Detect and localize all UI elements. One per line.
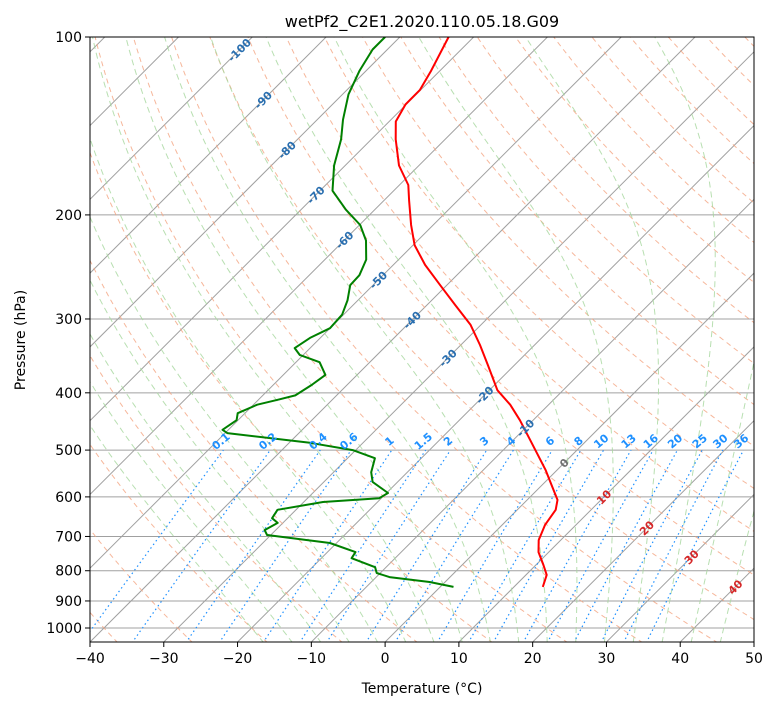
x-tick-label: −10 — [297, 651, 327, 667]
y-axis-label: Pressure (hPa) — [13, 290, 29, 390]
isotherm-line — [90, 37, 401, 348]
dry-adiabat-line — [209, 37, 754, 621]
axes: −40 −30 −20 −10 0 10 20 30 40 50 100 200 300 400 500 60… — [46, 30, 763, 667]
isotherm-line — [458, 346, 754, 642]
y-tick-label: 1000 — [46, 621, 82, 637]
plot-frame — [89, 36, 755, 643]
isotherm-line — [310, 198, 754, 642]
moist-adiabat-line — [90, 215, 379, 642]
moist-adiabat-line — [90, 380, 293, 642]
dry-adiabat-line — [476, 37, 754, 324]
moist-adiabat-line — [90, 136, 407, 642]
dry-adiabat-line — [323, 37, 754, 490]
isotherm-line — [531, 419, 754, 642]
dry-adiabat-line — [285, 37, 754, 532]
chart-title: wetPf2_C2E1.2020.110.05.18.G09 — [285, 12, 559, 32]
isotherm-line — [605, 493, 754, 642]
isotherm-line — [90, 37, 696, 642]
x-tick-label: −30 — [149, 651, 179, 667]
dry-adiabat-line — [90, 151, 493, 642]
moist-adiabat-line — [265, 37, 548, 642]
dry-adiabat-line — [132, 37, 643, 642]
y-tick-label: 300 — [55, 312, 82, 328]
plot-area — [90, 37, 754, 642]
moist-adiabat-line — [654, 37, 716, 642]
mixing-ratio-line — [394, 449, 514, 642]
moist-adiabat-line — [418, 37, 614, 642]
mixing-ratio-line — [326, 449, 451, 642]
x-tick-label: −40 — [75, 651, 105, 667]
mixing-ratio-line — [365, 449, 488, 642]
y-tick-label: 600 — [55, 490, 82, 506]
dry-adiabat-line — [94, 37, 568, 642]
y-tick-label: 800 — [55, 564, 82, 580]
moist-adiabat-line — [164, 37, 491, 642]
y-tick-label: 900 — [55, 594, 82, 610]
mixing-ratio-line — [299, 449, 427, 642]
dry-adiabat-line — [90, 259, 418, 642]
y-tick-label: 100 — [55, 30, 82, 46]
isotherm-line — [753, 641, 754, 642]
isotherm-line — [90, 37, 475, 422]
isotherm-line — [163, 51, 754, 642]
moist-adiabat-line — [333, 37, 578, 642]
y-tick-label: 700 — [55, 529, 82, 545]
isotherm-line — [90, 37, 327, 274]
dry-adiabat-line — [90, 354, 343, 642]
x-tick-label: −20 — [223, 651, 253, 667]
moist-adiabat-line — [690, 359, 754, 642]
isotherm-line — [0, 10, 58, 643]
dry-adiabat-line — [171, 37, 718, 642]
mixing-ratio-line — [492, 449, 605, 642]
isotherm-line — [90, 37, 180, 127]
y-tick-label: 200 — [55, 208, 82, 224]
x-tick-label: 0 — [381, 651, 390, 667]
y-tick-label: 400 — [55, 386, 82, 402]
mixing-ratio-line — [262, 449, 393, 642]
mixing-ratio-line — [218, 449, 352, 642]
isotherm-line — [384, 272, 754, 642]
moist-adiabat-line — [90, 424, 264, 642]
moist-adiabat-line — [525, 37, 660, 642]
mixing-ratio-line — [600, 449, 703, 642]
dry-adiabat-line — [247, 37, 754, 576]
isotherm-line — [90, 37, 254, 201]
x-tick-label: 20 — [524, 651, 542, 667]
x-tick-label: 50 — [745, 651, 763, 667]
moist-adiabat-line — [92, 37, 435, 642]
mixing-ratio-line — [185, 449, 321, 642]
x-tick-label: 10 — [450, 651, 468, 667]
dry-adiabat-line — [362, 37, 754, 447]
dry-adiabat-line — [400, 37, 754, 406]
x-tick-label: 30 — [598, 651, 616, 667]
mixing-ratio-line — [623, 449, 724, 642]
moist-adiabat-line — [90, 279, 350, 642]
x-axis-label: Temperature (°C) — [361, 681, 483, 697]
moist-adiabat-line — [719, 509, 754, 642]
profiles — [221, 37, 559, 588]
mixing-ratio-line — [90, 449, 224, 633]
temperature-profile-line — [394, 37, 559, 588]
dry-adiabat-line — [770, 24, 775, 643]
moist-adiabat-line — [125, 37, 463, 642]
y-tick-label: 500 — [55, 443, 82, 459]
isotherm-line — [236, 124, 754, 642]
mixing-ratio-line — [646, 449, 745, 642]
x-tick-label: 40 — [671, 651, 689, 667]
moist-adiabat-line — [210, 37, 520, 642]
mixing-ratio-line — [436, 449, 553, 642]
dewpoint-profile-line — [221, 37, 454, 588]
